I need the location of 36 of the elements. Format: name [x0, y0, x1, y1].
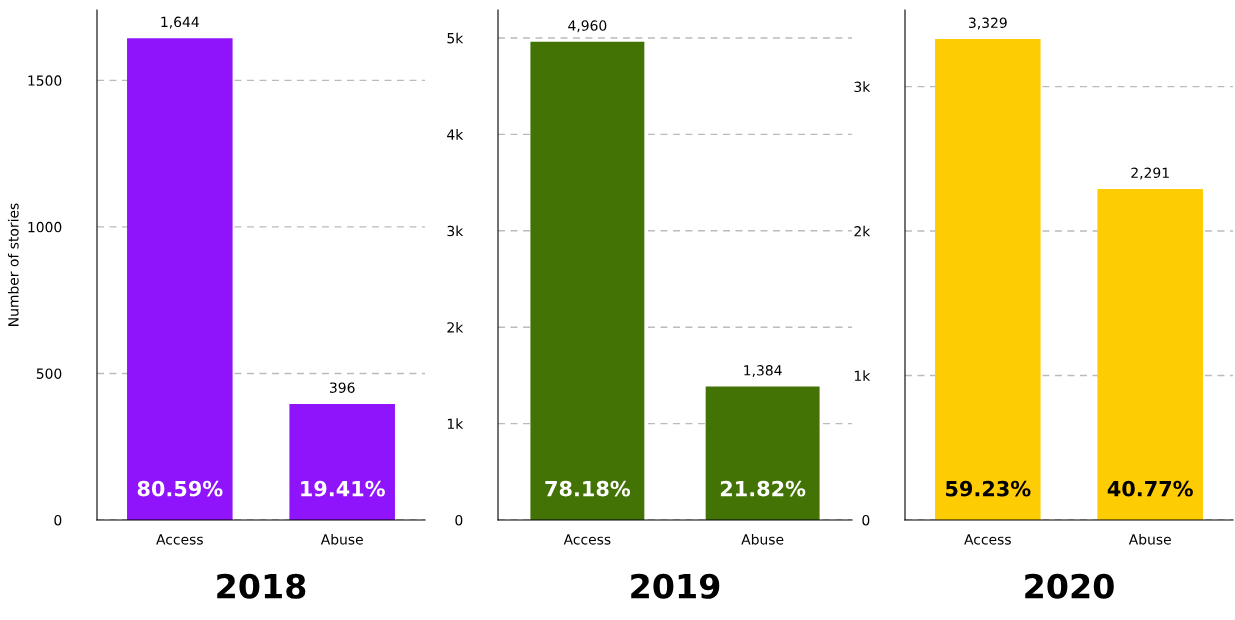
- y-tick-label: 4k: [447, 129, 464, 140]
- y-tick-label: 0: [54, 514, 62, 526]
- x-tick-label: Access: [964, 534, 1011, 545]
- data-label: 1,644: [161, 16, 199, 29]
- y-tick-label: 1000: [28, 221, 62, 233]
- y-tick-label: 2k: [447, 321, 464, 333]
- y-tick-label: 500: [36, 368, 62, 379]
- x-tick-label: Abuse: [1128, 533, 1171, 545]
- data-label: 396: [329, 382, 355, 393]
- annotation: 21.82%: [720, 480, 806, 497]
- annotation: 59.23%: [946, 480, 1031, 497]
- y-tick-label: 0: [862, 514, 870, 526]
- data-label: 1,384: [744, 365, 782, 377]
- data-label: 3,329: [968, 17, 1007, 30]
- y-tick-label: 1k: [447, 418, 464, 429]
- y-axis-title: Number of stories: [7, 203, 19, 326]
- annotation: 40.77%: [1107, 480, 1193, 497]
- y-tick-label: 5k: [447, 32, 464, 44]
- y-tick-label: 3k: [854, 81, 871, 93]
- y-tick-label: 1k: [854, 370, 871, 381]
- x-tick-label: Abuse: [320, 533, 363, 545]
- y-tick-label: 0: [455, 514, 463, 526]
- annotation: 78.18%: [545, 480, 631, 497]
- y-tick-label: 3k: [447, 225, 464, 237]
- y-tick-label: 1500: [28, 75, 62, 86]
- text: 2018: [217, 573, 306, 599]
- x-tick-label: Access: [563, 534, 611, 545]
- x-tick-label: Access: [156, 534, 203, 545]
- annotation: 19.41%: [301, 480, 385, 497]
- data-label: 2,291: [1131, 167, 1169, 180]
- x-tick-label: Abuse: [741, 533, 784, 545]
- annotation: 80.59%: [137, 480, 223, 497]
- text: 2019: [631, 573, 720, 599]
- text: 2020: [1025, 573, 1114, 599]
- y-tick-label: 2k: [854, 225, 871, 237]
- data-label: 4,960: [568, 20, 607, 33]
